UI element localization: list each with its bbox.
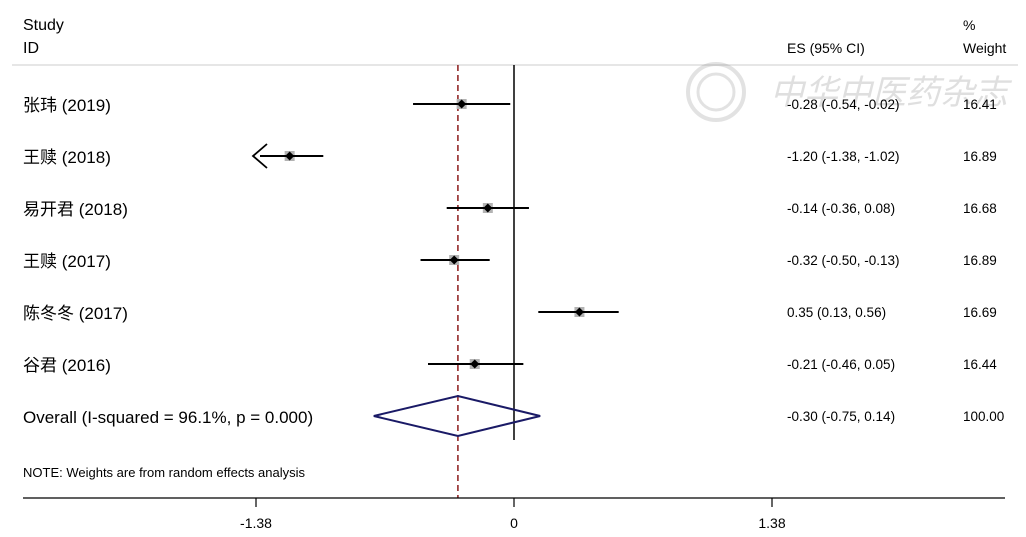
weight-text: 16.89 — [963, 253, 997, 268]
header-percent: % — [963, 17, 975, 33]
x-tick-label: 0 — [510, 515, 518, 531]
header-weight: Weight — [963, 40, 1006, 56]
study-label: 张玮 (2019) — [23, 96, 111, 115]
point-estimate — [449, 255, 459, 265]
header-es: ES (95% CI) — [787, 40, 865, 56]
point-estimate — [285, 151, 295, 161]
x-tick-label: -1.38 — [240, 515, 272, 531]
watermark: 中华中医药杂志 — [686, 62, 1013, 122]
es-ci-text: -0.32 (-0.50, -0.13) — [787, 253, 900, 268]
ci-arrow — [251, 143, 268, 169]
header-id: ID — [23, 40, 39, 57]
header-study: Study — [23, 17, 64, 34]
es-ci-text: -0.14 (-0.36, 0.08) — [787, 201, 895, 216]
weight-text: 16.89 — [963, 149, 997, 164]
point-estimate — [457, 99, 467, 109]
study-label: 陈冬冬 (2017) — [23, 304, 128, 323]
weight-text: 16.69 — [963, 305, 997, 320]
overall-weight-text: 100.00 — [963, 409, 1004, 424]
watermark-text: 中华中医药杂志 — [770, 74, 1013, 112]
study-label: 谷君 (2016) — [23, 356, 111, 375]
es-ci-text: -1.20 (-1.38, -1.02) — [787, 149, 900, 164]
study-label: 王赎 (2018) — [23, 148, 111, 167]
es-ci-text: -0.21 (-0.46, 0.05) — [787, 357, 895, 372]
study-label: 易开君 (2018) — [23, 200, 128, 219]
point-estimate — [483, 203, 493, 213]
weight-text: 16.44 — [963, 357, 997, 372]
es-ci-text: -0.28 (-0.54, -0.02) — [787, 97, 900, 112]
overall-es-text: -0.30 (-0.75, 0.14) — [787, 409, 895, 424]
overall-diamond — [373, 394, 541, 438]
es-ci-text: 0.35 (0.13, 0.56) — [787, 305, 886, 320]
overall-label: Overall (I-squared = 96.1%, p = 0.000) — [23, 408, 313, 427]
watermark-seal-inner — [696, 72, 736, 112]
weights-note: NOTE: Weights are from random effects an… — [23, 465, 306, 480]
weight-text: 16.41 — [963, 97, 997, 112]
study-label: 王赎 (2017) — [23, 252, 111, 271]
watermark-seal — [686, 62, 746, 122]
weight-text: 16.68 — [963, 201, 997, 216]
point-estimate — [574, 307, 584, 317]
x-tick-label: 1.38 — [758, 515, 785, 531]
point-estimate — [470, 359, 480, 369]
